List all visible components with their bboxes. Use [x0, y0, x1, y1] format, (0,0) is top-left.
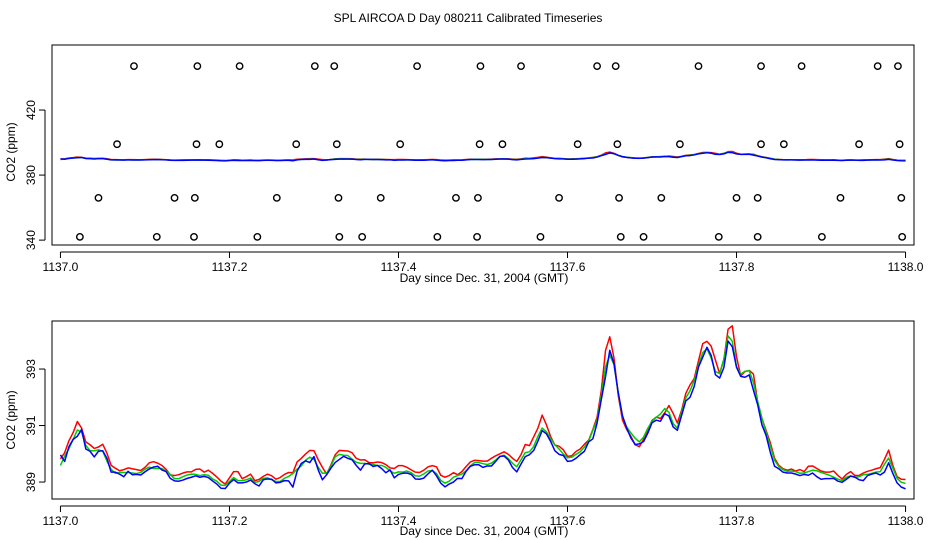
top-calibration-point: [732, 193, 741, 202]
top-calibration-point: [536, 232, 545, 241]
figure-title: SPL AIRCOA D Day 080211 Calibrated Times…: [334, 11, 603, 25]
top-calibration-point: [753, 193, 762, 202]
top-calibration-point: [817, 232, 826, 241]
bottom-x-axis-label: Day since Dec. 31, 2004 (GMT): [400, 524, 569, 538]
top-calibration-point: [113, 140, 121, 149]
top-y-tick-label: 380: [24, 165, 38, 185]
bottom-panel: 1137.0 1137.2 1137.4 1137.6 1137.8 1138.0 389 3…: [4, 320, 924, 538]
top-calibration-point: [797, 62, 806, 71]
top-calibration-point: [310, 62, 319, 71]
top-calibration-point: [779, 140, 788, 149]
top-calibration-point: [714, 232, 723, 241]
top-calibration-point: [190, 232, 198, 241]
top-calibration-point: [753, 232, 762, 241]
top-calibration-point: [190, 193, 199, 202]
bottom-panel-axes: 1137.0 1137.2 1137.4 1137.6 1137.8 1138.0 389 3…: [24, 359, 924, 528]
top-calibration-point: [192, 140, 201, 149]
top-calibration-point: [335, 232, 344, 241]
top-x-tick-label: 1137.8: [719, 260, 755, 274]
bottom-y-axis-label: CO2 (ppm): [4, 390, 18, 449]
top-calibration-point: [475, 140, 484, 149]
top-calibration-point: [94, 193, 103, 202]
top-panel-frame: [51, 44, 915, 246]
bottom-panel-marks: [59, 325, 906, 490]
top-calibration-point: [452, 193, 460, 202]
top-calibration-point: [593, 62, 601, 71]
top-calibration-point: [613, 140, 622, 149]
bottom-x-tick-label: 1137.0: [43, 514, 79, 528]
top-calibration-point: [757, 140, 765, 149]
top-calibration-point: [413, 62, 421, 71]
top-calibration-point: [376, 193, 385, 202]
top-x-tick-label: 1137.0: [43, 260, 79, 274]
top-y-axis-label: CO2 (ppm): [4, 122, 18, 181]
bottom-x-tick-label: 1137.4: [381, 514, 417, 528]
top-calibration-point: [615, 193, 623, 202]
top-panel-axes: 1137.0 1137.2 1137.4 1137.6 1137.8 1138.0 340 3…: [24, 100, 924, 274]
bottom-panel-frame: [51, 320, 915, 500]
top-panel-marks: [60, 62, 907, 241]
top-calibration-point: [272, 193, 281, 202]
bottom-x-tick-label: 1137.2: [212, 514, 248, 528]
top-calibration-point: [215, 140, 224, 149]
top-calibration-point: [616, 232, 625, 241]
top-calibration-point: [657, 193, 666, 202]
top-calibration-point: [694, 62, 703, 71]
top-x-axis-label: Day since Dec. 31, 2004 (GMT): [400, 271, 569, 285]
top-calibration-point: [836, 193, 845, 202]
top-calibration-point: [193, 62, 202, 71]
top-calibration-point: [757, 62, 765, 71]
bottom-x-tick-label: 1138.0: [888, 514, 924, 528]
bottom-series-red: [59, 325, 906, 485]
bottom-y-tick-label: 389: [24, 472, 38, 492]
bottom-y-tick-label: 393: [24, 359, 38, 379]
top-calibration-point: [855, 140, 863, 149]
top-calibration-point: [170, 193, 179, 202]
top-calibration-point: [473, 232, 481, 241]
top-calibration-point: [292, 140, 301, 149]
top-calibration-point: [873, 62, 882, 71]
top-calibration-point: [152, 232, 161, 241]
top-calibration-point: [433, 232, 442, 241]
bottom-series-blue: [59, 340, 906, 490]
top-calibration-point: [334, 193, 343, 202]
top-calibration-point: [130, 62, 138, 71]
top-x-tick-label: 1137.2: [212, 260, 248, 274]
top-calibration-point: [75, 232, 84, 241]
top-panel: 1137.0 1137.2 1137.4 1137.6 1137.8 1138.0 340 3…: [4, 44, 924, 285]
top-y-tick-label: 340: [24, 230, 38, 250]
top-calibration-point: [894, 62, 902, 71]
top-calibration-point: [235, 62, 244, 71]
top-calibration-point: [555, 193, 563, 202]
top-series-line-3: [60, 151, 906, 162]
top-calibration-point: [332, 140, 341, 149]
top-calibration-point: [573, 140, 582, 149]
bottom-x-tick-label: 1137.6: [550, 514, 586, 528]
top-calibration-point: [330, 62, 339, 71]
bottom-series-green: [59, 335, 906, 487]
top-calibration-point: [898, 232, 907, 241]
top-calibration-point: [611, 62, 620, 71]
top-calibration-point: [498, 140, 507, 149]
top-x-tick-label: 1137.4: [381, 260, 417, 274]
top-x-tick-label: 1137.6: [550, 260, 586, 274]
top-calibration-point: [895, 140, 904, 149]
top-calibration-point: [396, 140, 405, 149]
top-y-tick-label: 420: [24, 100, 38, 120]
top-calibration-point: [517, 62, 525, 71]
top-calibration-point: [476, 62, 485, 71]
top-calibration-point: [897, 193, 906, 202]
top-calibration-point: [253, 232, 262, 241]
top-calibration-point: [358, 232, 367, 241]
top-x-tick-label: 1138.0: [888, 260, 924, 274]
bottom-x-tick-label: 1137.8: [719, 514, 755, 528]
top-calibration-point: [676, 140, 684, 149]
bottom-y-tick-label: 391: [24, 415, 38, 435]
top-calibration-point: [474, 193, 482, 202]
top-calibration-point: [639, 232, 648, 241]
